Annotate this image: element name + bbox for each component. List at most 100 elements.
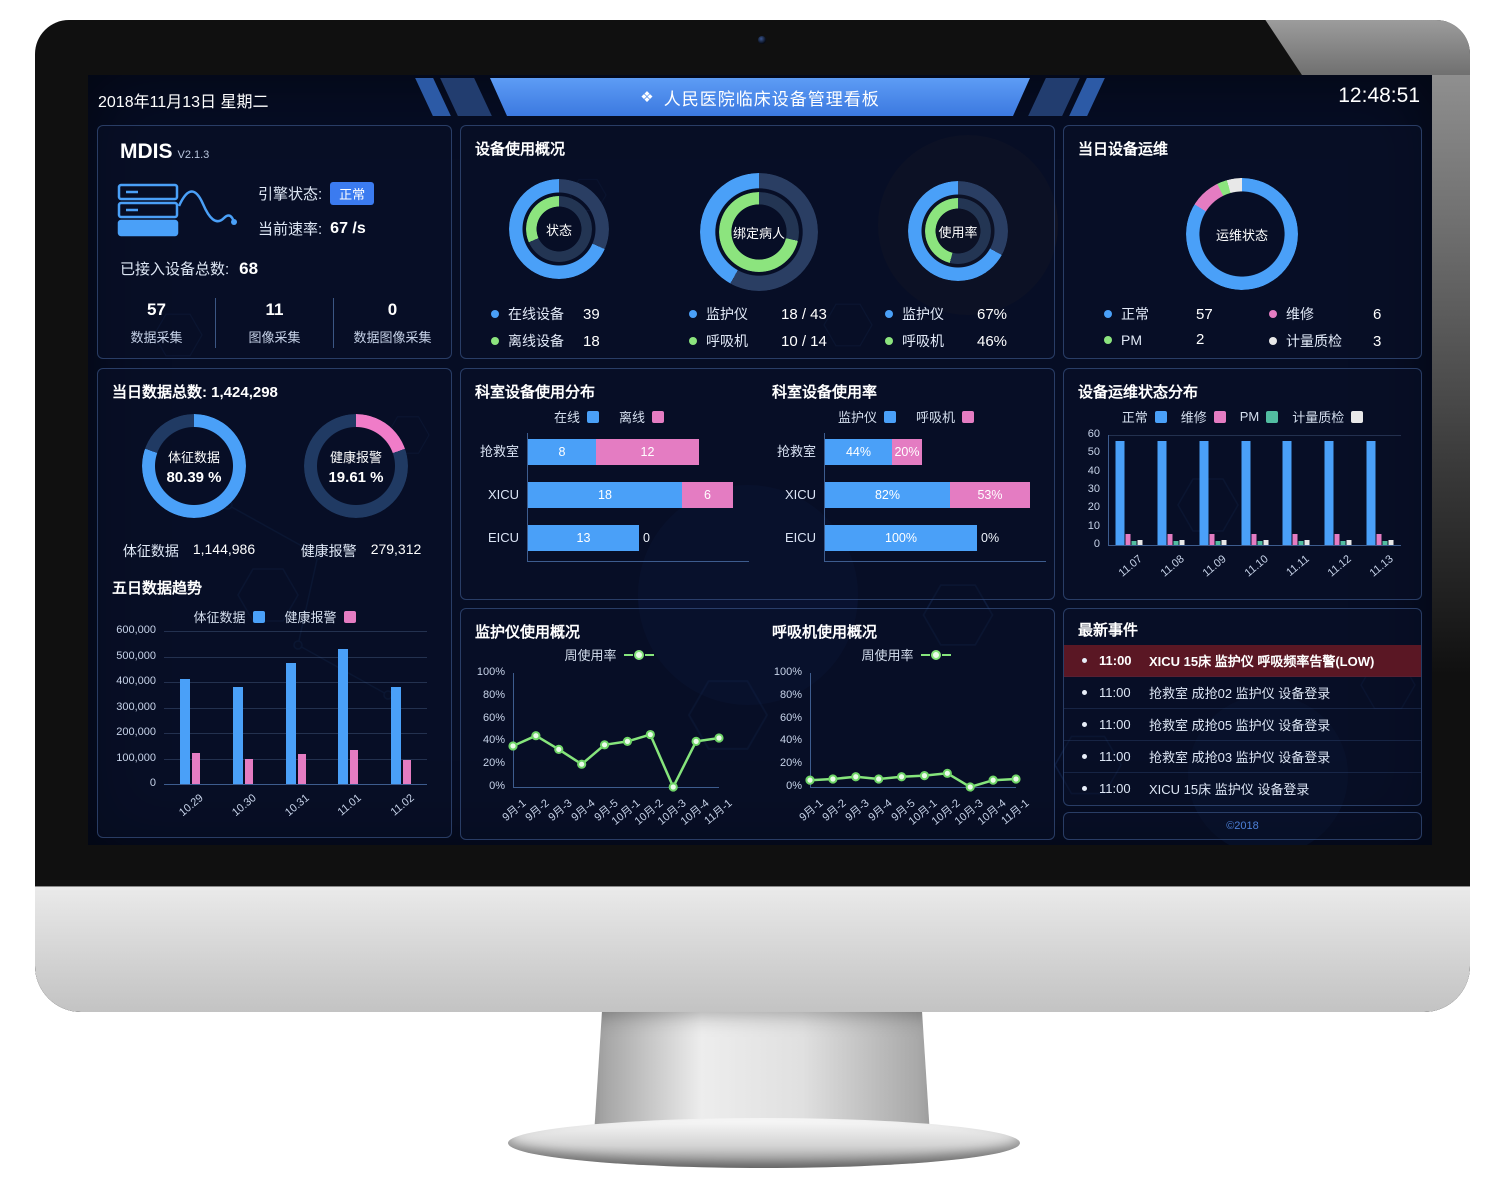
donut-label: 状态 bbox=[545, 222, 572, 238]
legend-monitor-bound[interactable]: 监护仪 18 / 43 bbox=[689, 304, 827, 324]
legend-item[interactable]: 健康报警 bbox=[285, 607, 356, 626]
collection-stats: 57 数据采集 11 图像采集 0 数据图像采集 bbox=[98, 298, 451, 348]
donut-label: 绑定病人 bbox=[732, 225, 785, 241]
donut-bound-patients: 绑定病人 bbox=[700, 173, 818, 291]
stat-data-collection: 57 数据采集 bbox=[130, 300, 183, 345]
legend-metrology[interactable]: 计量质检 3 bbox=[1269, 331, 1381, 351]
panel-copyright: ©2018 bbox=[1063, 812, 1422, 840]
donut-label: 健康报警 19.61 % bbox=[328, 449, 384, 486]
panel-title: 呼吸机使用概况 bbox=[772, 624, 878, 641]
legend-item[interactable]: 体征数据 bbox=[193, 607, 265, 626]
diamond-cluster-icon: ❖ bbox=[640, 89, 655, 106]
legend-normal[interactable]: 正常 57 bbox=[1104, 304, 1213, 324]
page-title-banner: ❖ 人民医院临床设备管理看板 bbox=[490, 78, 1030, 116]
webcam-icon bbox=[758, 36, 766, 44]
trend-legend: 体征数据 健康报警 bbox=[98, 607, 451, 626]
event-row[interactable]: 11:00 抢救室 成抢05 监护仪 设备登录 bbox=[1064, 709, 1421, 741]
header-clock: 12:48:51 bbox=[1338, 84, 1420, 107]
legend-item[interactable]: 在线 bbox=[554, 407, 599, 426]
legend-online[interactable]: 在线设备 39 bbox=[491, 304, 600, 324]
monitor-usage-legend: 周使用率 bbox=[461, 645, 757, 664]
maintenance-distribution-chart: 0 10 20 30 40 50 60 11.07 11.08 11.09 11.10 11.11 11… bbox=[1074, 423, 1411, 593]
legend-item[interactable]: 维修 bbox=[1181, 407, 1226, 426]
legend-item[interactable]: 离线 bbox=[619, 407, 665, 426]
monitor-usage-chart: 0% 20% 40% 60% 80% 100% 9月-1 9月-2 9月-3 9月-4 9月-5 10… bbox=[476, 666, 735, 828]
bezel-reflection-right bbox=[1432, 75, 1470, 675]
panel-device-usage: 设备使用概况 状态 绑定病人 使用率 在 bbox=[460, 125, 1055, 359]
legend-item[interactable]: 计量质检 bbox=[1292, 407, 1364, 426]
event-row[interactable]: 11:00 抢救室 成抢03 监护仪 设备登录 bbox=[1064, 741, 1421, 773]
panel-mdis: MDIS V2.1.3 引擎状态: 正常 bbox=[97, 125, 452, 359]
event-time: 11:00 bbox=[1099, 749, 1131, 764]
panel-latest-events: 最新事件 11:00 XICU 15床 监护仪 呼吸频率告警(LOW) 11:0… bbox=[1063, 608, 1422, 806]
panel-maintenance-today: 当日设备运维 运维状态 正常 57 PM 2 维修 bbox=[1063, 125, 1422, 359]
legend-item[interactable]: 呼吸机 bbox=[916, 407, 975, 426]
panel-maintenance-distribution: 设备运维状态分布 正常 维修 PM 计量质检 bbox=[1063, 368, 1422, 600]
event-list: 11:00 XICU 15床 监护仪 呼吸频率告警(LOW) 11:00 抢救室… bbox=[1064, 645, 1421, 804]
legend-item[interactable]: PM bbox=[1240, 409, 1279, 424]
legend-ventilator-bound[interactable]: 呼吸机 10 / 14 bbox=[689, 331, 827, 351]
ventilator-usage-chart: 0% 20% 40% 60% 80% 100% 9月-1 9月-2 9月-3 9月-4 9月-5 10… bbox=[773, 666, 1032, 828]
event-text: XICU 15床 监护仪 呼吸频率告警(LOW) bbox=[1149, 654, 1375, 669]
header-date: 2018年11月13日 星期二 bbox=[98, 94, 269, 111]
panel-title: 设备使用概况 bbox=[475, 141, 566, 158]
rate-value: 67 /s bbox=[330, 219, 366, 237]
monitor-stand-neck bbox=[594, 1005, 930, 1135]
monitor-bezel: 2018年11月13日 星期二 ❖ 人民医院临床设备管理看板 12:48:51 … bbox=[35, 20, 1470, 1012]
five-day-trend-chart: 0 100,000 200,000 300,000 400,000 500,000 600,… bbox=[106, 623, 443, 828]
rate-row: 当前速率: 67 /s bbox=[258, 219, 366, 239]
event-row[interactable]: 11:00 XICU 15床 监护仪 设备登录 bbox=[1064, 773, 1421, 804]
event-text: 抢救室 成抢03 监护仪 设备登录 bbox=[1149, 750, 1331, 765]
event-row-alert[interactable]: 11:00 XICU 15床 监护仪 呼吸频率告警(LOW) bbox=[1064, 645, 1421, 677]
event-time: 11:00 bbox=[1099, 685, 1131, 700]
bullet-icon bbox=[1082, 786, 1087, 791]
page-title: 人民医院临床设备管理看板 bbox=[663, 89, 880, 109]
legend-monitor-rate[interactable]: 监护仪 67% bbox=[885, 304, 1007, 324]
maintenance-legend: 正常 维修 PM 计量质检 bbox=[1064, 407, 1421, 426]
legend-pm[interactable]: PM 2 bbox=[1104, 331, 1204, 348]
event-row[interactable]: 11:00 抢救室 成抢02 监护仪 设备登录 bbox=[1064, 677, 1421, 709]
rate-legend: 监护仪 呼吸机 bbox=[758, 407, 1054, 426]
line-marker-icon bbox=[623, 649, 654, 660]
donut-label: 运维状态 bbox=[1215, 227, 1268, 243]
donut-status: 状态 bbox=[509, 179, 609, 279]
bullet-icon bbox=[1082, 722, 1087, 727]
panel-title: 最新事件 bbox=[1078, 622, 1139, 639]
event-time: 11:00 bbox=[1099, 653, 1132, 668]
distribution-legend: 在线 离线 bbox=[461, 407, 757, 426]
vital-data-stat: 体征数据 1,144,986 bbox=[122, 541, 256, 559]
copyright-text: ©2018 bbox=[1226, 820, 1259, 832]
donut-label: 体征数据 80.39 % bbox=[166, 449, 222, 486]
bezel-reflection bbox=[1265, 20, 1470, 76]
event-time: 11:00 bbox=[1099, 781, 1131, 796]
monitor-stand-base bbox=[508, 1118, 1020, 1168]
server-wave-icon bbox=[117, 183, 237, 237]
legend-item[interactable]: 周使用率 bbox=[861, 645, 951, 664]
title-banner: ❖ 人民医院临床设备管理看板 bbox=[415, 78, 1105, 116]
donut-maintenance-status: 运维状态 bbox=[1186, 178, 1298, 290]
legend-repair[interactable]: 维修 6 bbox=[1269, 304, 1381, 324]
bullet-icon bbox=[1082, 658, 1087, 663]
panel-title: 设备运维状态分布 bbox=[1078, 384, 1199, 401]
monitor-chin bbox=[35, 886, 1470, 1012]
event-text: XICU 15床 监护仪 设备登录 bbox=[1149, 782, 1310, 797]
dept-distribution-half: 科室设备使用分布 在线 离线 抢救室 8 12 XICU 18 6 EICU 13 0 bbox=[461, 369, 757, 599]
legend-offline[interactable]: 离线设备 18 bbox=[491, 331, 600, 351]
legend-item[interactable]: 周使用率 bbox=[564, 645, 654, 664]
panel-title: 科室设备使用率 bbox=[772, 384, 878, 401]
legend-item[interactable]: 正常 bbox=[1122, 407, 1167, 426]
legend-item[interactable]: 监护仪 bbox=[838, 407, 896, 426]
panel-title: 科室设备使用分布 bbox=[475, 384, 596, 401]
connected-devices-total: 已接入设备总数: 68 bbox=[120, 259, 259, 278]
panel-usage-overview: 监护仪使用概况 周使用率 0% 20% 40% 60% 80% 100% 9月-1 9月-2 9… bbox=[460, 608, 1055, 840]
panel-data-today: 当日数据总数: 1,424,298 体征数据 80.39 % 健康报警 19.6… bbox=[97, 368, 452, 838]
donut-usage-rate: 使用率 bbox=[908, 181, 1008, 281]
mdis-title: MDIS V2.1.3 bbox=[120, 140, 210, 163]
line-marker-icon bbox=[920, 649, 951, 660]
monitor-usage-half: 监护仪使用概况 周使用率 0% 20% 40% 60% 80% 100% 9月-1 9月-2 9… bbox=[461, 609, 757, 839]
donut-vital-data: 体征数据 80.39 % bbox=[142, 414, 246, 518]
stat-data-image-collection: 0 数据图像采集 bbox=[333, 298, 451, 348]
ventilator-usage-legend: 周使用率 bbox=[758, 645, 1054, 664]
dept-rate-half: 科室设备使用率 监护仪 呼吸机 抢救室 44% 20% XICU 82% 53% EICU 1… bbox=[758, 369, 1054, 599]
legend-ventilator-rate[interactable]: 呼吸机 46% bbox=[885, 331, 1007, 351]
